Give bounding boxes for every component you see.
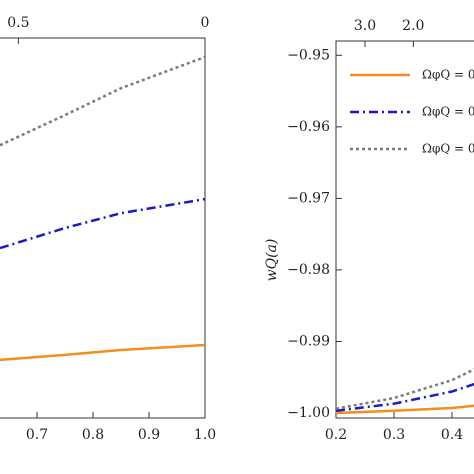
- y-axis-label: wQ(a): [264, 239, 280, 282]
- plot-frame: [335, 40, 474, 419]
- x-tick-label: 1.0: [194, 427, 216, 443]
- x2-tick-label: 3.0: [354, 18, 376, 34]
- data-line: [335, 404, 474, 415]
- x-tick-label: 0.8: [82, 427, 104, 443]
- legend-label: ΩφQ = 0: [422, 68, 474, 82]
- y-tick-label: −0.98: [287, 262, 330, 278]
- data-line: [0, 197, 206, 250]
- x2-tick-label: 2.0: [402, 18, 424, 34]
- x-tick-label: 0.2: [325, 427, 347, 443]
- data-line: [335, 368, 474, 410]
- legend-label: ΩφQ = 0: [422, 142, 474, 156]
- y-tick-label: −0.95: [287, 47, 330, 63]
- y-tick-label: −1.00: [287, 405, 330, 421]
- x2-tick-label: 0.5: [7, 15, 29, 31]
- plot-frame: [0, 37, 206, 419]
- data-line: [0, 55, 206, 147]
- data-line: [0, 343, 206, 362]
- y-tick-label: −0.96: [287, 119, 330, 135]
- x-tick-label: 0.9: [138, 427, 160, 443]
- legend-label: ΩφQ = 0: [422, 105, 474, 119]
- data-line: [335, 382, 474, 413]
- x2-tick-label: 0: [201, 15, 210, 31]
- x-tick-label: 0.3: [383, 427, 405, 443]
- x-tick-label: 0.7: [26, 427, 48, 443]
- x-tick-label: 0.4: [441, 427, 463, 443]
- y-tick-label: −0.97: [287, 190, 330, 206]
- y-tick-label: −0.99: [287, 333, 330, 349]
